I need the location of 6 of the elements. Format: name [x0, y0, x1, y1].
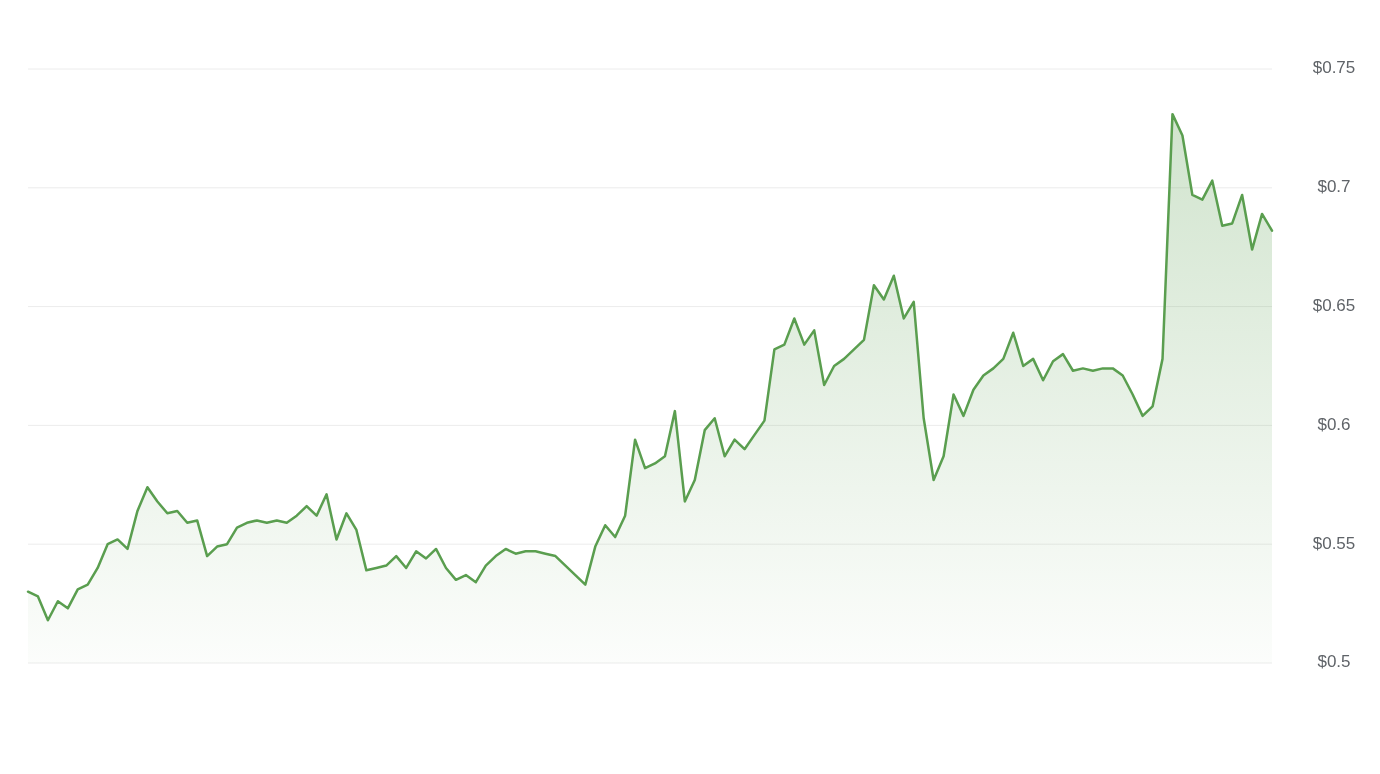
y-tick-label: $0.65 — [1312, 296, 1356, 316]
y-tick-label: $0.75 — [1312, 58, 1356, 78]
y-tick-label: $0.7 — [1317, 177, 1351, 197]
y-tick-label: $0.55 — [1312, 533, 1356, 553]
y-tick-label: $0.5 — [1317, 652, 1351, 672]
y-tick-label: $0.6 — [1317, 414, 1351, 434]
